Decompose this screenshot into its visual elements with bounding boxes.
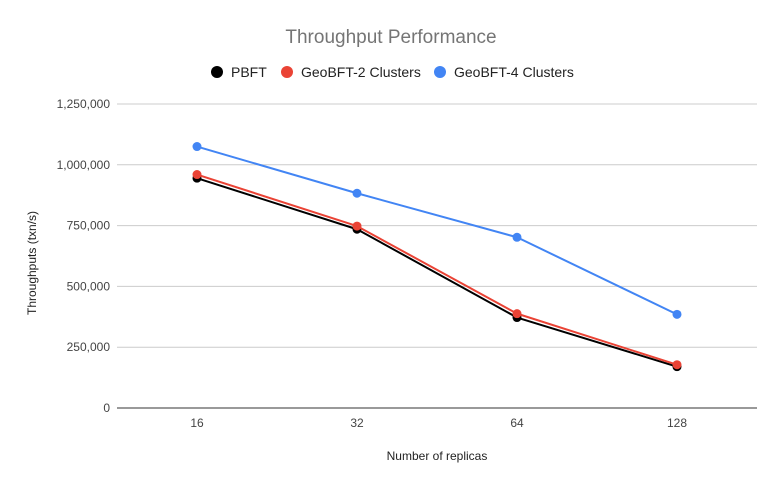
series-group	[192, 142, 682, 372]
legend-marker	[281, 66, 293, 78]
legend-label: GeoBFT-4 Clusters	[454, 64, 574, 80]
x-axis-ticks: 16 32 64 128	[190, 416, 687, 430]
y-tick-label: 0	[103, 401, 110, 415]
y-tick-label: 750,000	[67, 219, 111, 233]
data-point	[672, 309, 682, 319]
series-line	[196, 177, 678, 368]
legend: PBFT GeoBFT-2 Clusters GeoBFT-4 Clusters	[211, 64, 574, 80]
legend-marker	[211, 66, 223, 78]
chart-title: Throughput Performance	[285, 27, 496, 48]
data-point	[512, 232, 522, 242]
data-point	[192, 142, 202, 152]
legend-label: GeoBFT-2 Clusters	[301, 64, 421, 80]
x-axis-title: Number of replicas	[387, 449, 488, 463]
y-tick-label: 1,000,000	[57, 158, 111, 172]
gridlines	[117, 103, 757, 348]
x-tick-label: 16	[190, 416, 204, 430]
y-tick-label: 250,000	[67, 340, 111, 354]
data-point	[352, 221, 362, 231]
y-tick-label: 1,250,000	[57, 97, 111, 111]
legend-label: PBFT	[231, 64, 267, 80]
series-line	[196, 173, 678, 366]
data-point	[352, 188, 362, 198]
x-tick-label: 32	[350, 416, 364, 430]
y-axis-title: Throughputs (txn/s)	[25, 211, 39, 315]
x-tick-label: 64	[510, 416, 524, 430]
y-tick-label: 500,000	[67, 279, 111, 293]
data-point	[672, 360, 682, 370]
y-axis-ticks: 0 250,000 500,000 750,000 1,000,000 1,250,000	[57, 97, 111, 415]
x-tick-label: 128	[667, 416, 687, 430]
series-line	[196, 145, 678, 316]
data-point	[192, 170, 202, 180]
legend-marker	[434, 66, 446, 78]
data-point	[512, 309, 522, 319]
